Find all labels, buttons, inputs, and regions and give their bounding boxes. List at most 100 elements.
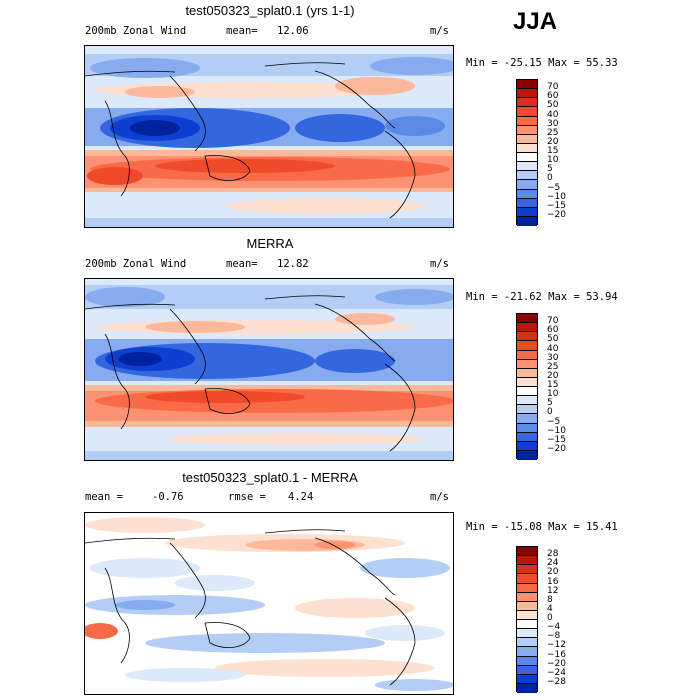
colorbar-swatch xyxy=(517,162,537,172)
panel1-minmax: Min = -25.15 Max = 55.33 xyxy=(466,57,618,69)
colorbar-tick-label: −4 xyxy=(547,622,561,633)
colorbar-tick-label: 5 xyxy=(547,164,553,175)
colorbar-swatch xyxy=(517,350,537,360)
colorbar-swatch xyxy=(517,180,537,190)
colorbar-swatch xyxy=(517,189,537,199)
colorbar-tick-label: 16 xyxy=(547,576,559,587)
panel2-minmax: Min = -21.62 Max = 53.94 xyxy=(466,291,618,303)
colorbar-swatch xyxy=(517,216,537,226)
colorbar-swatch xyxy=(517,423,537,433)
colorbar-swatch xyxy=(517,80,537,90)
colorbar-swatch xyxy=(517,674,537,684)
colorbar-tick-label: −24 xyxy=(547,667,566,678)
colorbar-tick-label: 8 xyxy=(547,594,553,605)
colorbar-tick-label: 40 xyxy=(547,343,559,354)
panel2-field-label: 200mb Zonal Wind xyxy=(85,258,187,270)
colorbar-swatch xyxy=(517,143,537,153)
colorbar-swatch xyxy=(517,332,537,342)
panel1-mean-label: mean= xyxy=(226,25,258,37)
panel2-colorbar xyxy=(516,313,538,460)
colorbar-tick-label: 20 xyxy=(547,136,559,147)
colorbar-tick-label: 60 xyxy=(547,325,559,336)
colorbar-tick-label: 30 xyxy=(547,118,559,129)
colorbar-tick-label: 50 xyxy=(547,100,559,111)
colorbar-tick-label: −16 xyxy=(547,649,566,660)
panel3-minmax: Min = -15.08 Max = 15.41 xyxy=(466,521,618,533)
colorbar-swatch xyxy=(517,359,537,369)
colorbar-tick-label: −20 xyxy=(547,443,566,454)
colorbar-tick-label: 0 xyxy=(547,173,553,184)
panel2-title: MERRA xyxy=(246,236,294,251)
colorbar-swatch xyxy=(517,89,537,99)
colorbar-tick-label: 0 xyxy=(547,407,553,418)
colorbar-swatch xyxy=(517,314,537,324)
colorbar-swatch xyxy=(517,377,537,387)
colorbar-tick-label: 70 xyxy=(547,316,559,327)
colorbar-swatch xyxy=(517,207,537,217)
colorbar-tick-label: 20 xyxy=(547,370,559,381)
colorbar-tick-label: −10 xyxy=(547,425,566,436)
colorbar-tick-label: 25 xyxy=(547,361,559,372)
colorbar-swatch xyxy=(517,656,537,666)
colorbar-swatch xyxy=(517,583,537,593)
season-label: JJA xyxy=(513,8,558,35)
colorbar-swatch xyxy=(517,323,537,333)
colorbar-tick-label: 10 xyxy=(547,389,559,400)
colorbar-tick-label: 24 xyxy=(547,558,559,569)
colorbar-swatch xyxy=(517,153,537,163)
colorbar-swatch xyxy=(517,629,537,639)
colorbar-swatch xyxy=(517,368,537,378)
panel1-title: test050323_splat0.1 (yrs 1-1) xyxy=(185,3,355,18)
colorbar-tick-label: −15 xyxy=(547,434,566,445)
panel3-mean-label: mean = xyxy=(85,491,123,503)
colorbar-swatch xyxy=(517,610,537,620)
panel1-map xyxy=(84,45,454,228)
colorbar-swatch xyxy=(517,450,537,460)
colorbar-tick-label: −28 xyxy=(547,676,566,687)
colorbar-tick-label: 40 xyxy=(547,109,559,120)
colorbar-tick-label: −20 xyxy=(547,658,566,669)
colorbar-tick-label: 30 xyxy=(547,352,559,363)
colorbar-tick-label: −12 xyxy=(547,640,566,651)
colorbar-swatch xyxy=(517,601,537,611)
panel1-field-label: 200mb Zonal Wind xyxy=(85,25,187,37)
colorbar-tick-label: 28 xyxy=(547,549,559,560)
panel3-mean-value: -0.76 xyxy=(152,491,184,503)
colorbar-swatch xyxy=(517,565,537,575)
colorbar-swatch xyxy=(517,396,537,406)
colorbar-swatch xyxy=(517,547,537,557)
colorbar-tick-label: −15 xyxy=(547,200,566,211)
colorbar-swatch xyxy=(517,638,537,648)
colorbar-swatch xyxy=(517,683,537,693)
panel3-rmse-label: rmse = xyxy=(228,491,266,503)
colorbar-swatch xyxy=(517,574,537,584)
colorbar-swatch xyxy=(517,171,537,181)
panel2-mean-value: 12.82 xyxy=(277,258,309,270)
panel3-rmse-value: 4.24 xyxy=(288,491,314,503)
colorbar-swatch xyxy=(517,556,537,566)
colorbar-swatch xyxy=(517,198,537,208)
colorbar-tick-label: −8 xyxy=(547,631,561,642)
colorbar-swatch xyxy=(517,405,537,415)
colorbar-swatch xyxy=(517,125,537,135)
colorbar-tick-label: 60 xyxy=(547,91,559,102)
colorbar-tick-label: −5 xyxy=(547,416,561,427)
panel3-title: test050323_splat0.1 - MERRA xyxy=(182,470,358,485)
colorbar-swatch xyxy=(517,620,537,630)
colorbar-swatch xyxy=(517,116,537,126)
panel2-mean-label: mean= xyxy=(226,258,258,270)
colorbar-swatch xyxy=(517,432,537,442)
colorbar-swatch xyxy=(517,341,537,351)
colorbar-tick-label: 70 xyxy=(547,82,559,93)
colorbar-tick-label: 15 xyxy=(547,380,559,390)
panel3-map xyxy=(84,512,454,695)
colorbar-swatch xyxy=(517,665,537,675)
colorbar-tick-label: 5 xyxy=(547,398,553,409)
colorbar-swatch xyxy=(517,647,537,657)
colorbar-tick-label: 12 xyxy=(547,585,559,596)
colorbar-swatch xyxy=(517,387,537,397)
panel3-units: m/s xyxy=(430,491,449,503)
panel1-units: m/s xyxy=(430,25,449,37)
panel3-colorbar xyxy=(516,546,538,693)
colorbar-tick-label: 50 xyxy=(547,334,559,345)
